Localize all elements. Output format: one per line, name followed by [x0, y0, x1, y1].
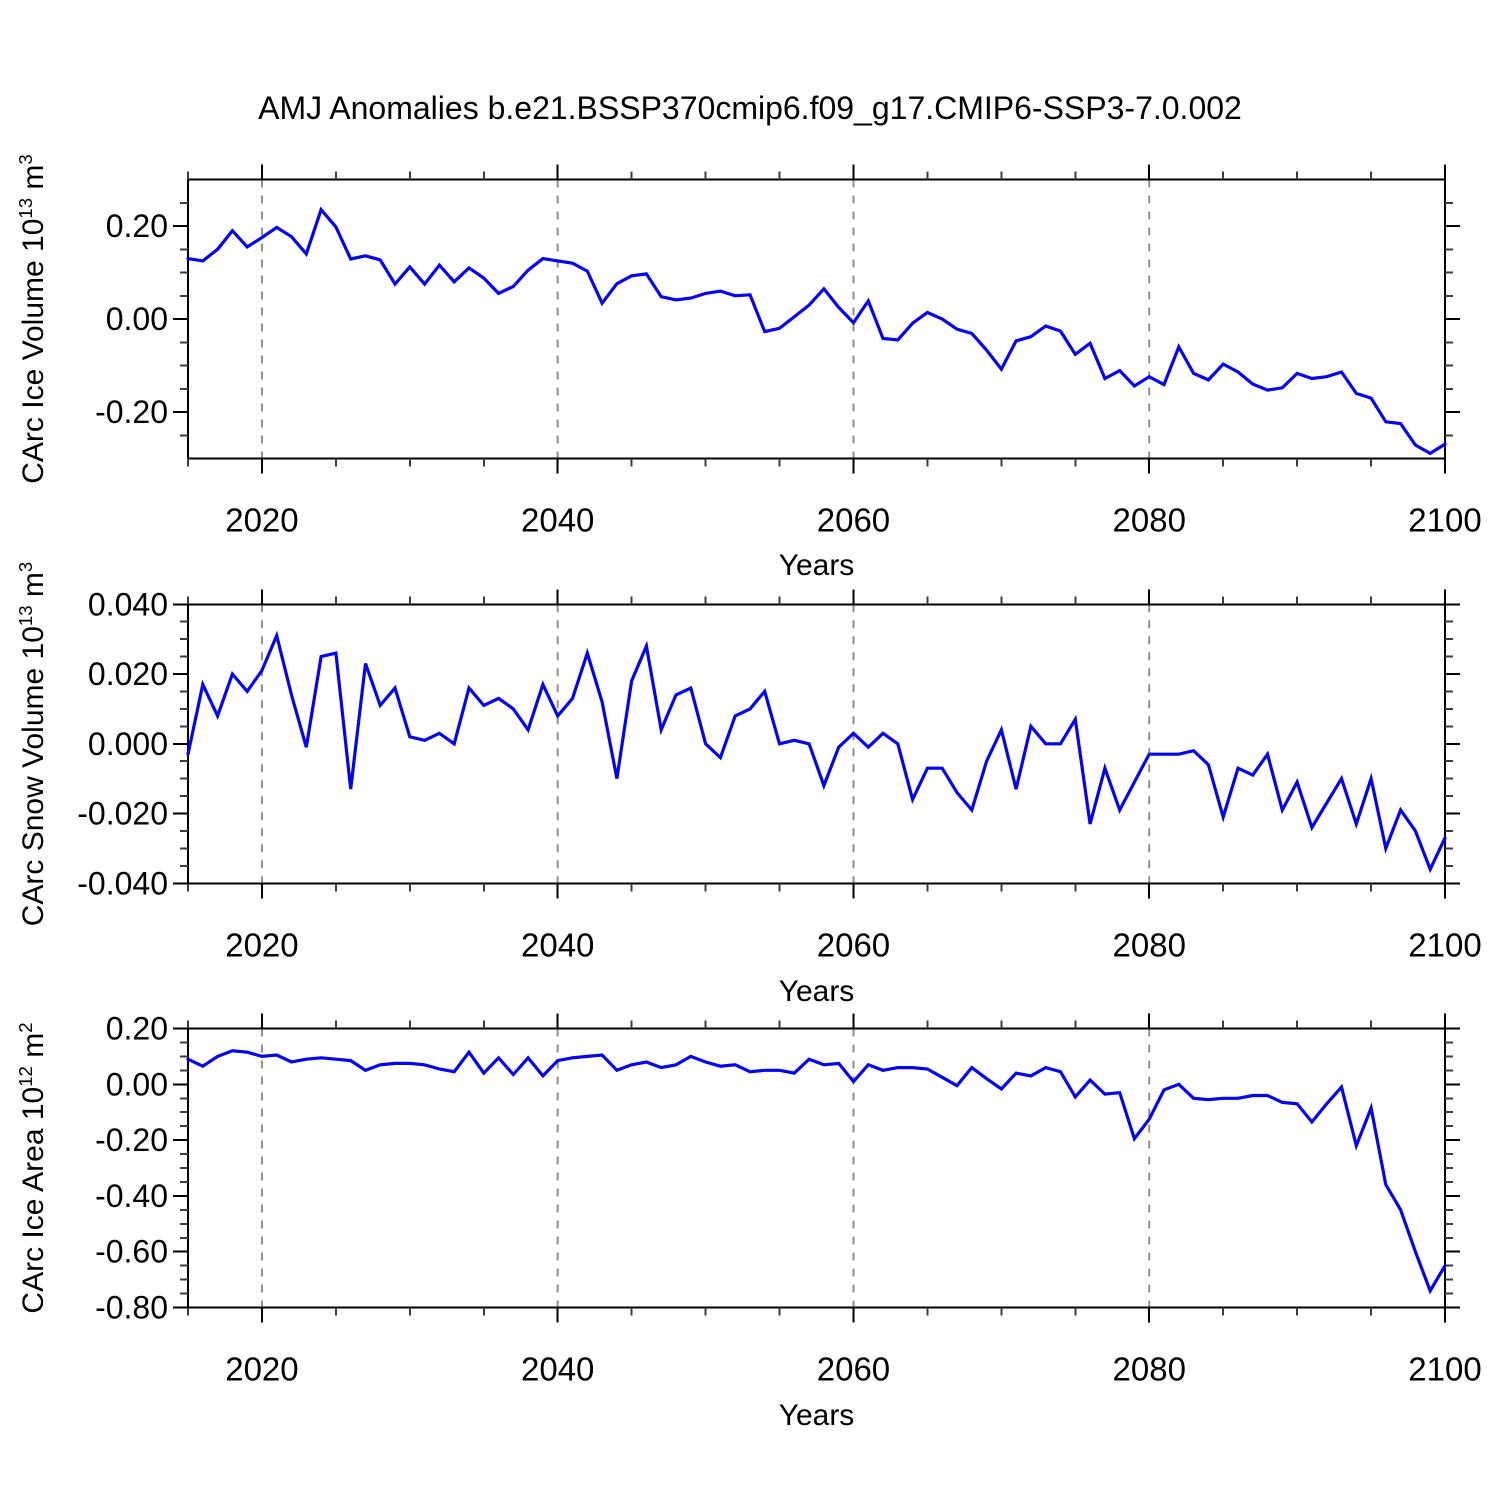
panel-ice-area: 2020 2040 2060 2080 2100 0.20 0.00 -0.20 -0.40 -0… [95, 1011, 1482, 1388]
data-line-snow-volume [186, 630, 1447, 874]
x-tick-label: 2060 [817, 926, 890, 963]
x-tick-label: 2060 [817, 1351, 890, 1388]
x-tick-label: 2020 [225, 926, 298, 963]
y-tick-label: 0.00 [106, 1066, 168, 1102]
x-tick-label: 2100 [1408, 1351, 1481, 1388]
x-tick-label: 2060 [817, 502, 890, 539]
y-axis-title-snow-volume: CArc Snow Volume 1013 m3 [15, 561, 50, 927]
y-axis-title-ice-area: CArc Ice Area 1012 m2 [15, 1022, 50, 1314]
x-tick-label: 2080 [1113, 502, 1186, 539]
y-tick-label: -0.20 [95, 394, 168, 430]
x-tick-label: 2100 [1408, 926, 1481, 963]
x-axis-title-3: Years [778, 1399, 855, 1432]
x-tick-label: 2080 [1113, 926, 1186, 963]
y-tick-label: -0.60 [95, 1234, 168, 1270]
y-tick-label: 0.20 [106, 1011, 168, 1047]
panel-ice-volume: 2020 2040 2060 2080 2100 0.20 0.00 -0.20 [95, 164, 1482, 539]
y-tick-label: -0.040 [77, 865, 168, 901]
data-line-ice-area [186, 1049, 1447, 1295]
y-tick-label: -0.020 [77, 796, 168, 832]
panel-snow-volume: 2020 2040 2060 2080 2100 0.040 0.020 0.000 -0.02… [77, 586, 1481, 963]
y-tick-label: 0.00 [106, 301, 168, 337]
y-tick-label: 0.020 [88, 656, 168, 692]
x-tick-label: 2040 [521, 1351, 594, 1388]
y-tick-label: -0.80 [95, 1290, 168, 1326]
y-tick-label: 0.20 [106, 208, 168, 244]
y-tick-label: -0.40 [95, 1178, 168, 1214]
x-axis-title-2: Years [778, 975, 855, 1008]
data-line-ice-volume [186, 206, 1447, 456]
y-tick-label: 0.000 [88, 726, 168, 762]
x-tick-label: 2020 [225, 1351, 298, 1388]
x-tick-label: 2100 [1408, 502, 1481, 539]
y-axis-title-ice-volume: CArc Ice Volume 1013 m3 [15, 154, 50, 484]
x-axis-title-1: Years [778, 549, 855, 582]
y-tick-label: 0.040 [88, 586, 168, 622]
x-tick-label: 2040 [521, 502, 594, 539]
x-tick-label: 2080 [1113, 1351, 1186, 1388]
x-tick-label: 2020 [225, 502, 298, 539]
y-tick-label: -0.20 [95, 1122, 168, 1158]
x-tick-label: 2040 [521, 926, 594, 963]
figure-title: AMJ Anomalies b.e21.BSSP370cmip6.f09_g17… [258, 90, 1242, 126]
